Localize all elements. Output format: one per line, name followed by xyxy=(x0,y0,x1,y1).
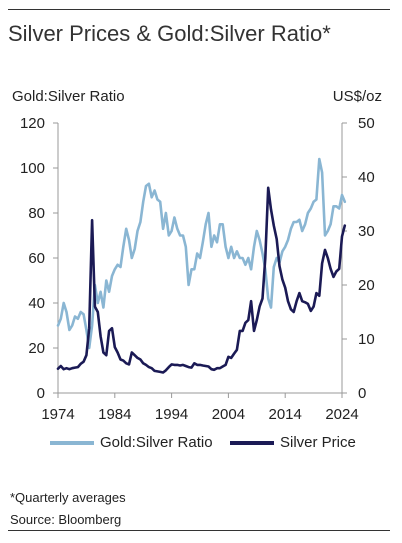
x-tick-label: 2004 xyxy=(212,406,245,423)
x-tick-label: 2024 xyxy=(325,406,358,423)
left-tick-label: 20 xyxy=(28,340,45,357)
footnote: *Quarterly averages xyxy=(10,490,126,505)
x-tick-label: 2014 xyxy=(269,406,302,423)
right-tick-label: 50 xyxy=(358,115,375,132)
tick-labels: 0 20 40 60 80 100 120 0 10 20 30 40 50 1974 1984 1994 20… xyxy=(20,115,375,423)
right-tick-label: 30 xyxy=(358,223,375,240)
legend-label-ratio: Gold:Silver Ratio xyxy=(100,434,213,451)
left-tick-label: 100 xyxy=(20,160,45,177)
left-tick-label: 40 xyxy=(28,295,45,312)
x-tick-label: 1984 xyxy=(98,406,131,423)
left-tick-label: 60 xyxy=(28,250,45,267)
chart-series xyxy=(56,157,347,374)
silver-price-line xyxy=(56,186,347,374)
chart-axes xyxy=(53,122,347,398)
legend-label-silver: Silver Price xyxy=(280,434,356,451)
source-note: Source: Bloomberg xyxy=(10,512,122,527)
x-tick-label: 1974 xyxy=(41,406,74,423)
legend-swatch-ratio xyxy=(50,440,94,445)
left-tick-label: 0 xyxy=(37,385,45,402)
bottom-rule xyxy=(8,530,390,531)
left-axis-label: Gold:Silver Ratio xyxy=(12,88,125,105)
legend-item-silver: Silver Price xyxy=(230,434,356,451)
right-tick-label: 10 xyxy=(358,331,375,348)
legend-item-ratio: Gold:Silver Ratio xyxy=(50,434,213,451)
right-axis-label: US$/oz xyxy=(332,88,382,105)
x-tick-label: 1994 xyxy=(155,406,188,423)
chart-legend: Gold:Silver Ratio Silver Price xyxy=(0,434,402,456)
right-tick-label: 0 xyxy=(358,385,366,402)
right-tick-label: 40 xyxy=(358,169,375,186)
top-rule xyxy=(8,9,390,10)
left-tick-label: 120 xyxy=(20,115,45,132)
legend-swatch-silver xyxy=(230,440,274,445)
left-tick-label: 80 xyxy=(28,205,45,222)
chart-title: Silver Prices & Gold:Silver Ratio* xyxy=(8,21,331,46)
gold-silver-ratio-line xyxy=(56,157,347,350)
right-tick-label: 20 xyxy=(358,277,375,294)
